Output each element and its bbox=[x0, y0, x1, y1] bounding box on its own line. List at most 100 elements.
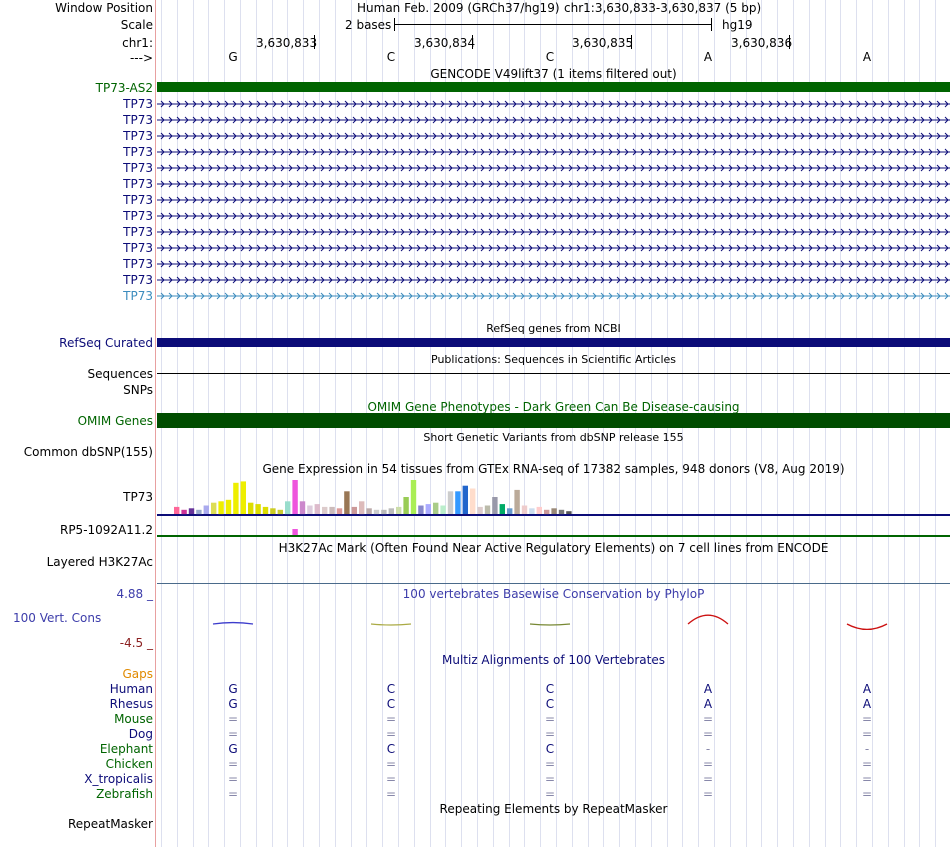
refseq-gene-bar[interactable] bbox=[157, 338, 950, 347]
repeatmasker-track-title[interactable]: Repeating Elements by RepeatMasker bbox=[439, 802, 668, 816]
scale-bar-right-tick bbox=[711, 18, 712, 31]
gencode-gene-label[interactable]: TP73 bbox=[123, 241, 153, 255]
gtex-bar bbox=[344, 491, 350, 514]
gencode-intron-line[interactable] bbox=[157, 259, 950, 269]
gtex-bar bbox=[499, 504, 505, 514]
gencode-intron-line[interactable] bbox=[157, 115, 950, 125]
species-label[interactable]: Mouse bbox=[114, 712, 153, 726]
gencode-gene-label[interactable]: TP73 bbox=[123, 273, 153, 287]
phylop-score-mark bbox=[846, 623, 888, 631]
gtex-label-tp73[interactable]: TP73 bbox=[123, 490, 153, 504]
gencode-gene-label[interactable]: TP73 bbox=[123, 209, 153, 223]
gtex-bar bbox=[447, 491, 454, 514]
species-label[interactable]: Dog bbox=[128, 727, 153, 741]
gencode-intron-line[interactable] bbox=[157, 243, 950, 253]
gtex-bar bbox=[218, 501, 224, 515]
omim-track-title[interactable]: OMIM Gene Phenotypes - Dark Green Can Be… bbox=[367, 400, 740, 414]
strand-arrows bbox=[160, 196, 949, 204]
gtex-bar bbox=[270, 508, 276, 514]
phylop-label[interactable]: 100 Vert. Cons bbox=[13, 611, 102, 625]
gencode-intron-line[interactable] bbox=[157, 99, 950, 109]
gencode-track-title[interactable]: GENCODE V49lift37 (1 items filtered out) bbox=[430, 67, 677, 81]
gtex-track-title[interactable]: Gene Expression in 54 tissues from GTEx … bbox=[262, 462, 845, 476]
gencode-gene-label[interactable]: TP73 bbox=[123, 193, 153, 207]
ruler-tick bbox=[314, 35, 315, 49]
multiz-track-title[interactable]: Multiz Alignments of 100 Vertebrates bbox=[441, 653, 666, 667]
omim-label[interactable]: OMIM Genes bbox=[77, 414, 153, 428]
gtex-bar-chart[interactable] bbox=[157, 474, 950, 540]
gencode-intron-line[interactable] bbox=[157, 195, 950, 205]
omim-gene-bar[interactable] bbox=[157, 413, 950, 428]
gencode-gene-label[interactable]: TP73 bbox=[123, 289, 153, 303]
gencode-gene-label[interactable]: TP73 bbox=[123, 97, 153, 111]
gtex-bar bbox=[536, 506, 542, 514]
gencode-intron-line[interactable] bbox=[157, 211, 950, 221]
species-label[interactable]: Elephant bbox=[99, 742, 153, 756]
publications-track-title[interactable]: Publications: Sequences in Scientific Ar… bbox=[431, 353, 676, 366]
gencode-intron-line[interactable] bbox=[157, 131, 950, 141]
scale-bar-left-tick bbox=[394, 18, 395, 31]
strand-label: ---> bbox=[129, 51, 153, 65]
gtex-label-rp5[interactable]: RP5-1092A11.2 bbox=[59, 523, 153, 537]
strand-arrows bbox=[160, 228, 949, 236]
dbsnp-track-title[interactable]: Short Genetic Variants from dbSNP releas… bbox=[423, 431, 684, 444]
h3k27ac-track-title[interactable]: H3K27Ac Mark (Often Found Near Active Re… bbox=[278, 541, 829, 555]
gencode-gene-label[interactable]: TP73 bbox=[123, 225, 153, 239]
gencode-gene-label[interactable]: TP73 bbox=[123, 257, 153, 271]
gencode-gene-label[interactable]: TP73 bbox=[123, 161, 153, 175]
refseq-label[interactable]: RefSeq Curated bbox=[59, 336, 153, 350]
alignment-base: - bbox=[705, 742, 711, 756]
gtex-bar bbox=[307, 505, 313, 514]
phylop-track-title[interactable]: 100 vertebrates Basewise Conservation by… bbox=[402, 587, 705, 601]
gencode-exon-bar[interactable] bbox=[157, 82, 950, 92]
gtex-baseline-2 bbox=[157, 535, 950, 537]
gtex-bar bbox=[322, 506, 328, 514]
alignment-base: = bbox=[861, 727, 873, 741]
strand-arrows bbox=[160, 148, 949, 156]
repeatmasker-label[interactable]: RepeatMasker bbox=[67, 817, 153, 831]
gtex-bar bbox=[388, 508, 394, 514]
gencode-gene-label[interactable]: TP73 bbox=[123, 113, 153, 127]
gencode-intron-line[interactable] bbox=[157, 163, 950, 173]
gtex-bar bbox=[396, 506, 402, 514]
gtex-bar bbox=[544, 509, 550, 515]
gtex-bar bbox=[225, 499, 232, 514]
gaps-label[interactable]: Gaps bbox=[122, 667, 153, 681]
gtex-bar bbox=[410, 480, 417, 514]
gtex-bar bbox=[373, 509, 380, 515]
scale-db: hg19 bbox=[722, 18, 753, 32]
gtex-bar bbox=[233, 482, 239, 514]
sequences-line[interactable] bbox=[157, 373, 950, 374]
species-label[interactable]: Zebrafish bbox=[96, 787, 153, 801]
gtex-bar bbox=[507, 508, 513, 514]
gencode-gene-label[interactable]: TP73-AS2 bbox=[95, 81, 153, 95]
strand-arrows bbox=[160, 292, 949, 300]
gencode-intron-line[interactable] bbox=[157, 275, 950, 285]
gencode-gene-label[interactable]: TP73 bbox=[123, 145, 153, 159]
species-label[interactable]: X_tropicalis bbox=[84, 772, 153, 786]
gencode-gene-label[interactable]: TP73 bbox=[123, 177, 153, 191]
species-label[interactable]: Rhesus bbox=[109, 697, 153, 711]
gencode-intron-line[interactable] bbox=[157, 291, 950, 301]
gtex-bar bbox=[314, 504, 320, 514]
gencode-intron-line[interactable] bbox=[157, 179, 950, 189]
gencode-intron-line[interactable] bbox=[157, 227, 950, 237]
phylop-score-mark bbox=[687, 614, 729, 625]
species-label[interactable]: Chicken bbox=[105, 757, 153, 771]
gencode-gene-label[interactable]: TP73 bbox=[123, 129, 153, 143]
gtex-bar bbox=[359, 501, 365, 515]
snps-label[interactable]: SNPs bbox=[123, 383, 153, 397]
gencode-intron-line[interactable] bbox=[157, 147, 950, 157]
dbsnp-label[interactable]: Common dbSNP(155) bbox=[23, 445, 153, 459]
species-label[interactable]: Human bbox=[109, 682, 153, 696]
h3k27ac-label[interactable]: Layered H3K27Ac bbox=[46, 555, 153, 569]
gtex-bar bbox=[462, 485, 468, 514]
gtex-bar bbox=[366, 508, 372, 514]
phylop-plot[interactable] bbox=[157, 598, 950, 648]
gtex-bar bbox=[403, 497, 409, 514]
gtex-bar bbox=[248, 502, 254, 514]
ruler-tick bbox=[472, 35, 473, 49]
sequences-label[interactable]: Sequences bbox=[87, 367, 153, 381]
refseq-track-title[interactable]: RefSeq genes from NCBI bbox=[486, 322, 621, 335]
gtex-bar bbox=[551, 508, 557, 514]
